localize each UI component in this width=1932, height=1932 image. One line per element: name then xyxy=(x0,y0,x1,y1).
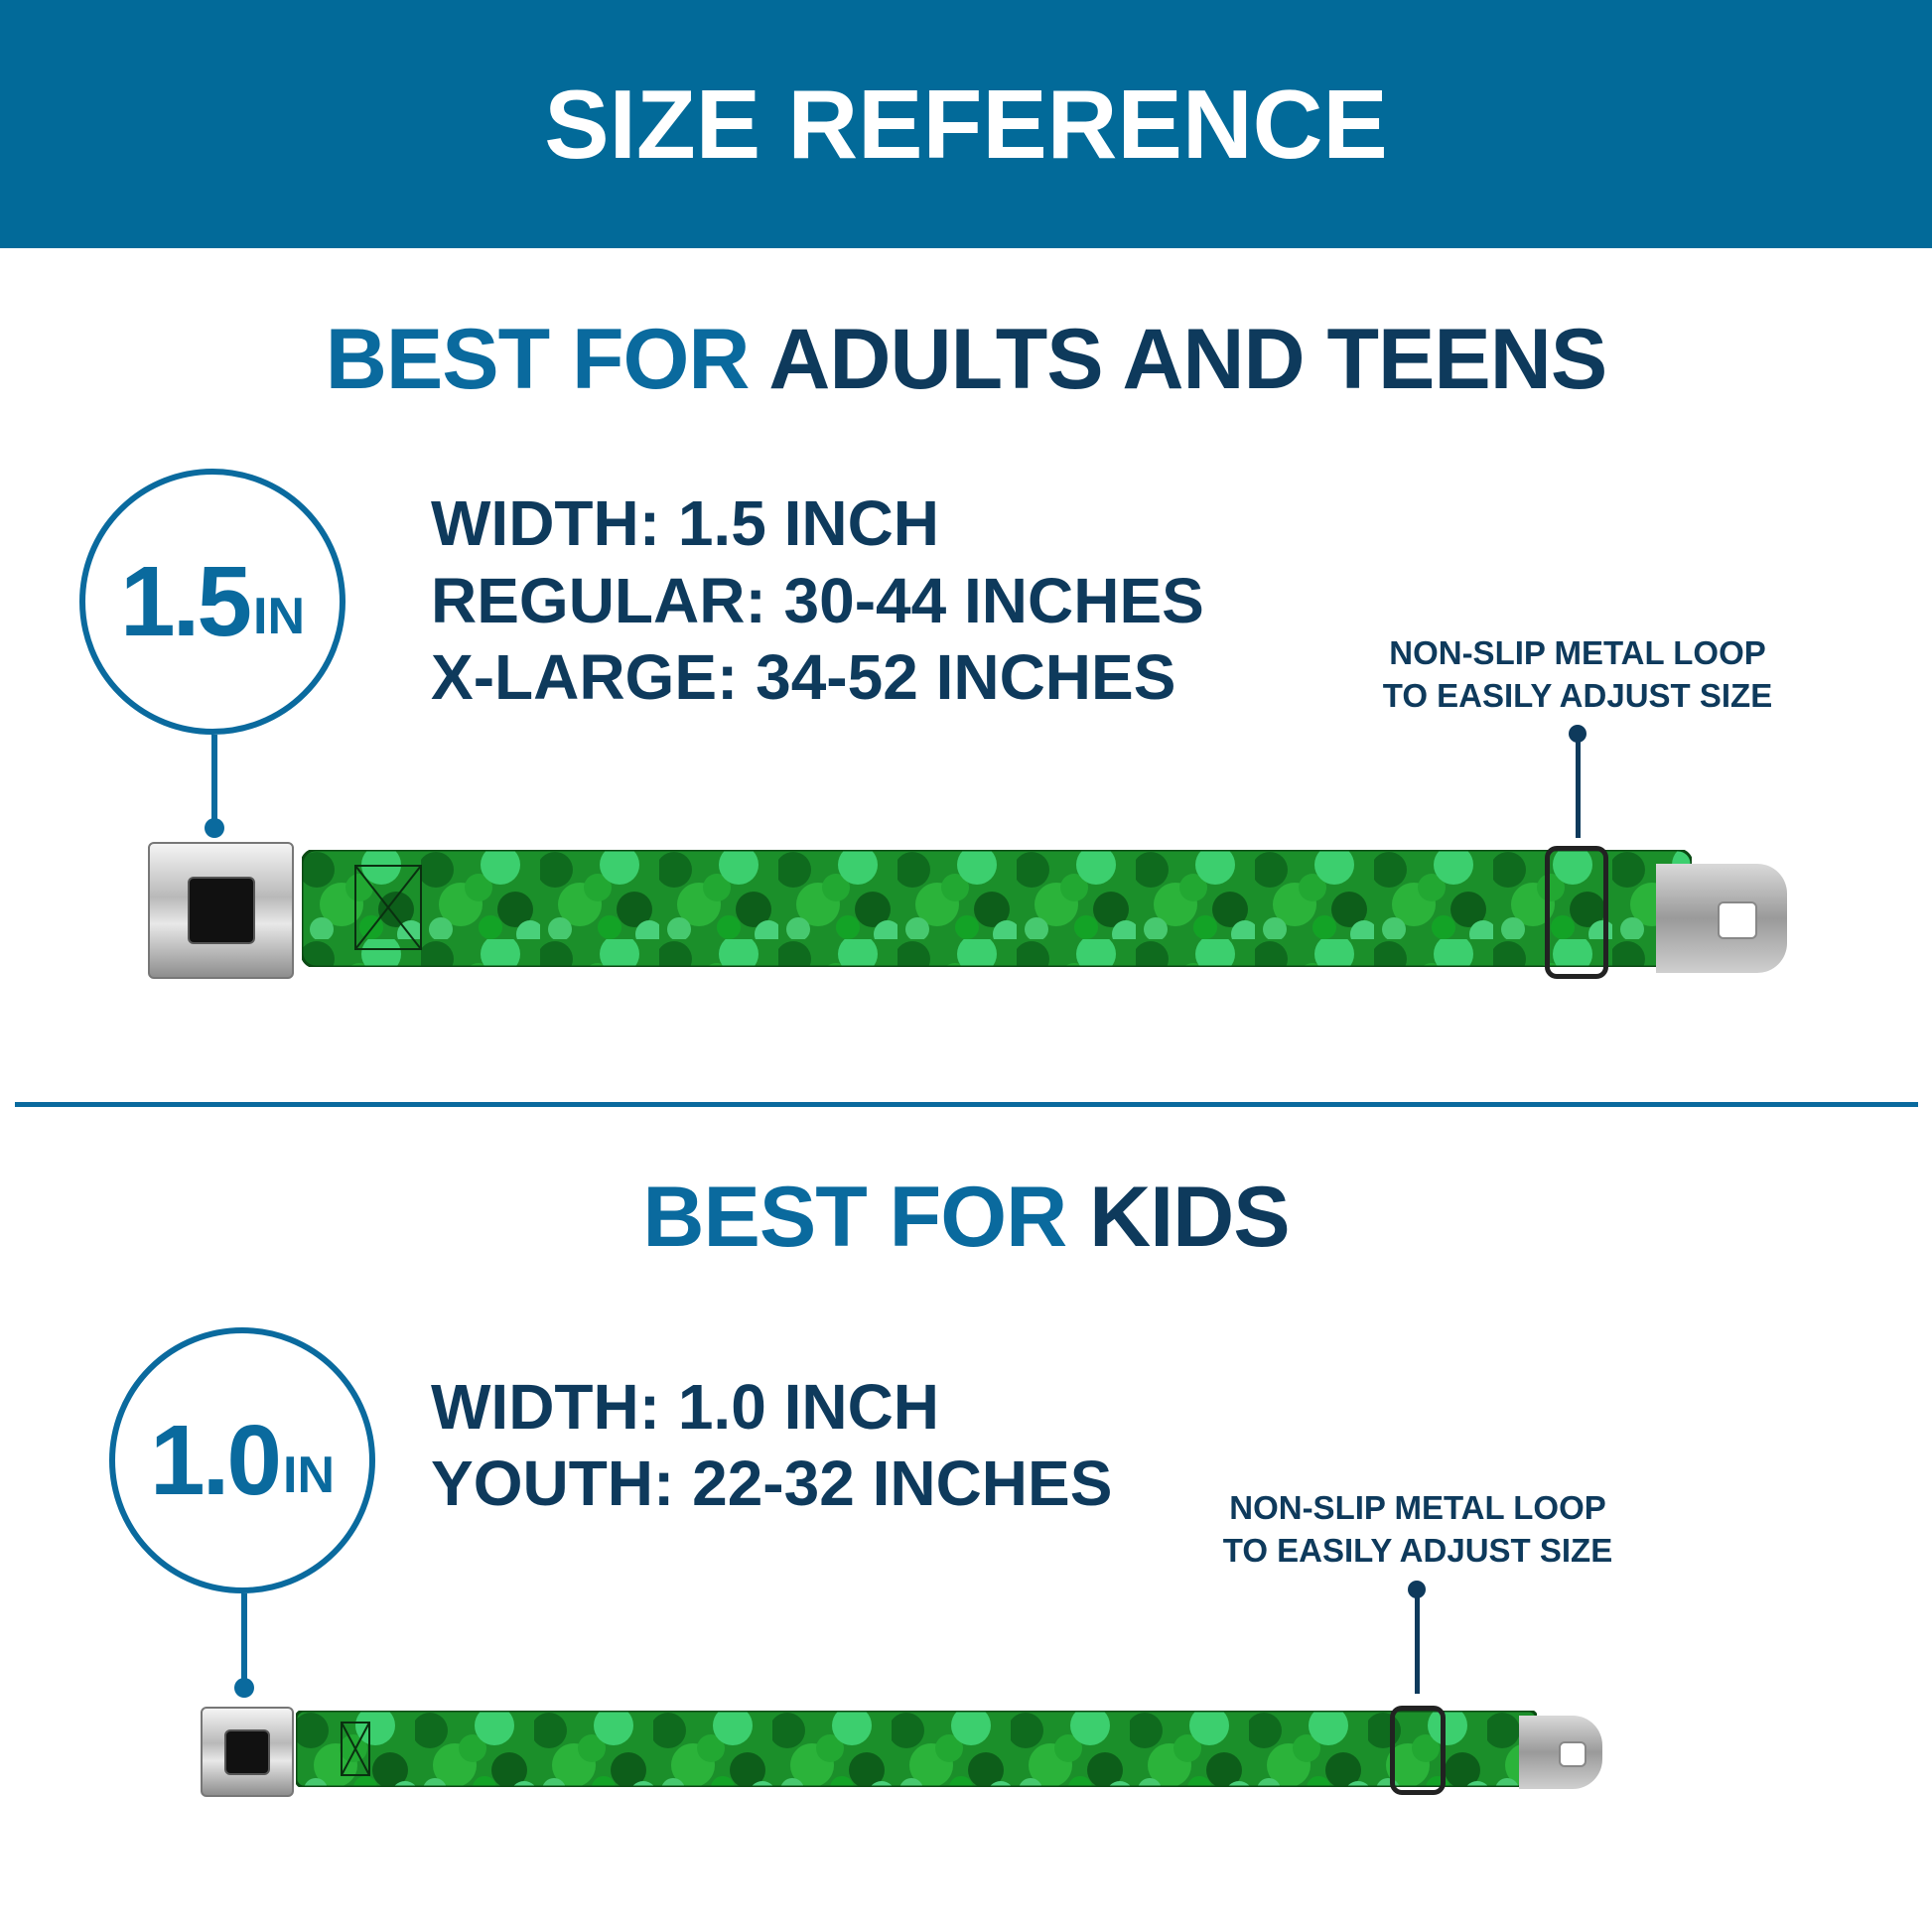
spec-regular: REGULAR: 30-44 INCHES xyxy=(431,565,1204,636)
header-banner: SIZE REFERENCE xyxy=(0,0,1932,248)
spec-youth: YOUTH: 22-32 INCHES xyxy=(431,1448,1113,1519)
buckle-small xyxy=(201,1707,294,1797)
bd-logo-icon xyxy=(224,1728,270,1775)
belt-tongue-small xyxy=(1519,1716,1602,1789)
badge-number: 1.5 xyxy=(119,545,252,657)
spec-width: WIDTH: 1.0 INCH xyxy=(431,1371,939,1443)
heading-prefix: BEST FOR xyxy=(325,312,751,407)
section-divider xyxy=(15,1102,1918,1107)
page-title: SIZE REFERENCE xyxy=(544,69,1388,179)
belt-tongue-large xyxy=(1656,864,1787,973)
note-pointer-dot xyxy=(1408,1581,1426,1598)
spec-width: WIDTH: 1.5 INCH xyxy=(431,487,939,559)
note-pointer-line xyxy=(1576,735,1581,838)
loop-note: NON-SLIP METAL LOOP TO EASILY ADJUST SIZ… xyxy=(1211,1486,1624,1572)
note-pointer-line xyxy=(1415,1590,1420,1694)
heading-main: KIDS xyxy=(1089,1170,1290,1265)
heading-prefix: BEST FOR xyxy=(642,1170,1067,1265)
badge-pointer-dot xyxy=(234,1678,254,1698)
metal-loop-small xyxy=(1390,1706,1446,1795)
loop-note: NON-SLIP METAL LOOP TO EASILY ADJUST SIZ… xyxy=(1371,631,1784,717)
badge-pointer-dot xyxy=(205,818,224,838)
adults-heading: BEST FOR ADULTS AND TEENS xyxy=(0,310,1932,409)
heading-main: ADULTS AND TEENS xyxy=(768,312,1607,407)
kids-heading: BEST FOR KIDS xyxy=(0,1168,1932,1267)
badge-unit: IN xyxy=(253,588,305,645)
loop-note-line-1: NON-SLIP METAL LOOP xyxy=(1229,1489,1606,1526)
bd-logo-icon xyxy=(187,877,255,944)
belt-strap-large xyxy=(300,848,1694,969)
loop-note-line-2: TO EASILY ADJUST SIZE xyxy=(1222,1532,1613,1569)
width-badge-1-0: 1.0 IN xyxy=(109,1327,375,1593)
spec-xlarge: X-LARGE: 34-52 INCHES xyxy=(431,641,1176,713)
metal-loop-large xyxy=(1545,846,1608,979)
loop-note-line-1: NON-SLIP METAL LOOP xyxy=(1389,634,1766,671)
badge-pointer-line xyxy=(211,735,217,824)
badge-unit: IN xyxy=(283,1447,335,1504)
loop-note-line-2: TO EASILY ADJUST SIZE xyxy=(1382,677,1773,714)
badge-number: 1.0 xyxy=(149,1404,282,1516)
badge-pointer-line xyxy=(241,1593,247,1685)
belt-strap-small xyxy=(294,1709,1539,1789)
note-pointer-dot xyxy=(1569,725,1587,743)
width-badge-1-5: 1.5 IN xyxy=(79,469,345,735)
buckle-large xyxy=(148,842,294,979)
